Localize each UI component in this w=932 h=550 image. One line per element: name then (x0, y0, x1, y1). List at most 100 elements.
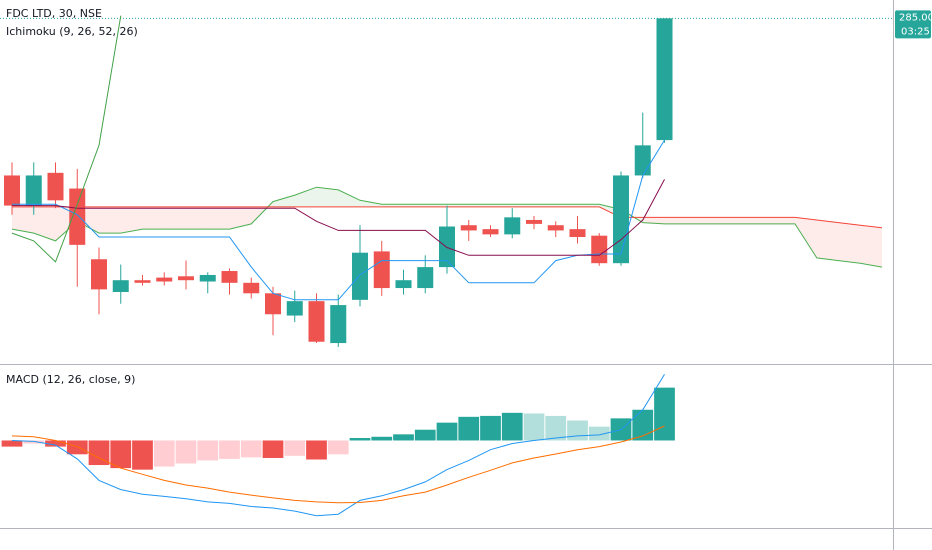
cloud-segment (381, 204, 404, 207)
last-price-badge (895, 10, 931, 39)
candle-body (504, 217, 521, 235)
histogram-bar (240, 440, 262, 458)
cloud-segment (33, 206, 56, 241)
candle-body (569, 229, 586, 237)
candle-body (656, 18, 673, 141)
histogram-bar (1, 440, 23, 447)
candle-body (308, 301, 325, 342)
candle-body (156, 277, 173, 282)
candle-body (613, 175, 629, 264)
plot (0, 15, 893, 517)
histogram-bar (393, 434, 414, 441)
cloud-segment (860, 225, 882, 268)
cloud-segment (795, 217, 817, 258)
candle-body (25, 175, 42, 206)
histogram-bar (88, 440, 110, 466)
symbol-title: FDC LTD, 30, NSE (6, 7, 102, 20)
cloud-segment (164, 206, 186, 230)
cloud-segment (838, 222, 861, 264)
cloud-segment (729, 217, 752, 224)
histogram-bar (480, 415, 501, 441)
histogram-bar (349, 438, 371, 441)
histogram-bar (197, 440, 219, 461)
histogram-bar (153, 440, 175, 467)
cloud-segment (773, 217, 795, 224)
candle-body (526, 219, 542, 224)
candle-body (69, 188, 86, 245)
indicator-line (12, 179, 665, 256)
candle-body (482, 229, 499, 235)
macd-line (11, 425, 665, 504)
cloud-segment (186, 206, 208, 230)
cloud-segment (403, 204, 426, 207)
cloud-segment (142, 206, 165, 230)
histogram-bar (66, 440, 88, 455)
cloud-segment (642, 217, 665, 224)
cloud-segment (425, 204, 447, 207)
cloud-segment (99, 206, 121, 234)
candle-body (286, 301, 303, 316)
candle-body (373, 251, 390, 289)
cloud-segment (229, 206, 252, 230)
cloud-segment (664, 217, 687, 224)
histogram-bar (632, 409, 654, 441)
histogram-bar (501, 412, 523, 441)
candle-body (634, 145, 651, 176)
histogram-bar (327, 440, 349, 455)
macd-title: MACD (12, 26, close, 9) (6, 373, 135, 386)
cloud-segment (555, 204, 578, 207)
cloud-segment (338, 189, 360, 207)
candle-body (134, 280, 151, 283)
cloud-segment (120, 206, 143, 234)
candle-body (178, 276, 194, 281)
histogram-bar (306, 440, 327, 460)
candle-body (265, 293, 281, 315)
candle-body (91, 259, 107, 290)
histogram-bar (545, 415, 567, 441)
histogram-bar (284, 440, 306, 456)
candle-body (460, 225, 477, 231)
cloud-segment (294, 187, 317, 207)
macd-line (11, 374, 665, 517)
cloud-segment (273, 195, 295, 207)
candle-body (330, 305, 347, 344)
cloud-segment (534, 204, 556, 207)
candle-body (352, 252, 368, 300)
histogram-bar (219, 440, 240, 459)
histogram-bar (132, 440, 153, 470)
candle-body (221, 271, 238, 283)
cloud-segment (207, 206, 230, 230)
indicator-line (11, 15, 122, 263)
candle-body (47, 172, 64, 201)
histogram-bar (45, 440, 66, 447)
candle-body (112, 280, 129, 292)
leading-span-a (11, 186, 883, 268)
cloud-segment (360, 200, 382, 207)
candle-body (591, 235, 608, 264)
axes: 285.00 03:25 (895, 10, 932, 39)
histogram-bar (23, 440, 45, 444)
candle-body (417, 267, 434, 289)
cloud-segment (490, 204, 513, 207)
histogram-bar (110, 440, 132, 469)
candle-body (199, 274, 216, 282)
histogram-bar (523, 413, 545, 441)
cloud-segment (468, 204, 491, 207)
indicator-title: Ichimoku (9, 26, 52, 26) (6, 25, 138, 38)
last-price-label: 285.00 (899, 12, 932, 23)
cloud-segment (316, 187, 339, 207)
cloud-segment (751, 217, 774, 224)
cloud-segment (447, 204, 469, 207)
histogram-bar (262, 440, 284, 458)
cloud-segment (577, 204, 600, 207)
indicator-line (12, 139, 665, 301)
candle-body (4, 175, 20, 206)
histogram-bar (567, 420, 588, 441)
cloud-segment (512, 204, 534, 207)
histogram-bar (588, 426, 610, 441)
cloud-segment (686, 217, 708, 224)
cloud-segment (816, 219, 839, 261)
countdown: 03:25 (901, 26, 930, 37)
candle-body (439, 226, 455, 268)
histogram-bar (371, 436, 393, 441)
